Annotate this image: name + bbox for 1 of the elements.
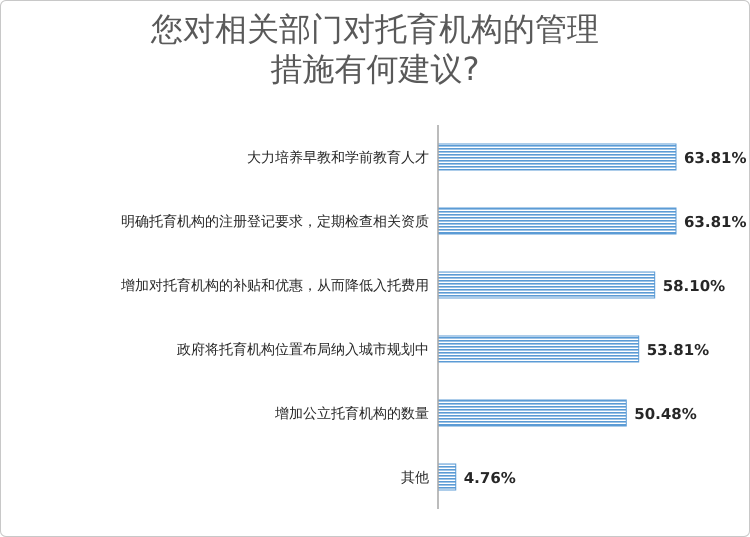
- title: 您对相关部门对托育机构的管理措施有何建议?: [150, 9, 600, 89]
